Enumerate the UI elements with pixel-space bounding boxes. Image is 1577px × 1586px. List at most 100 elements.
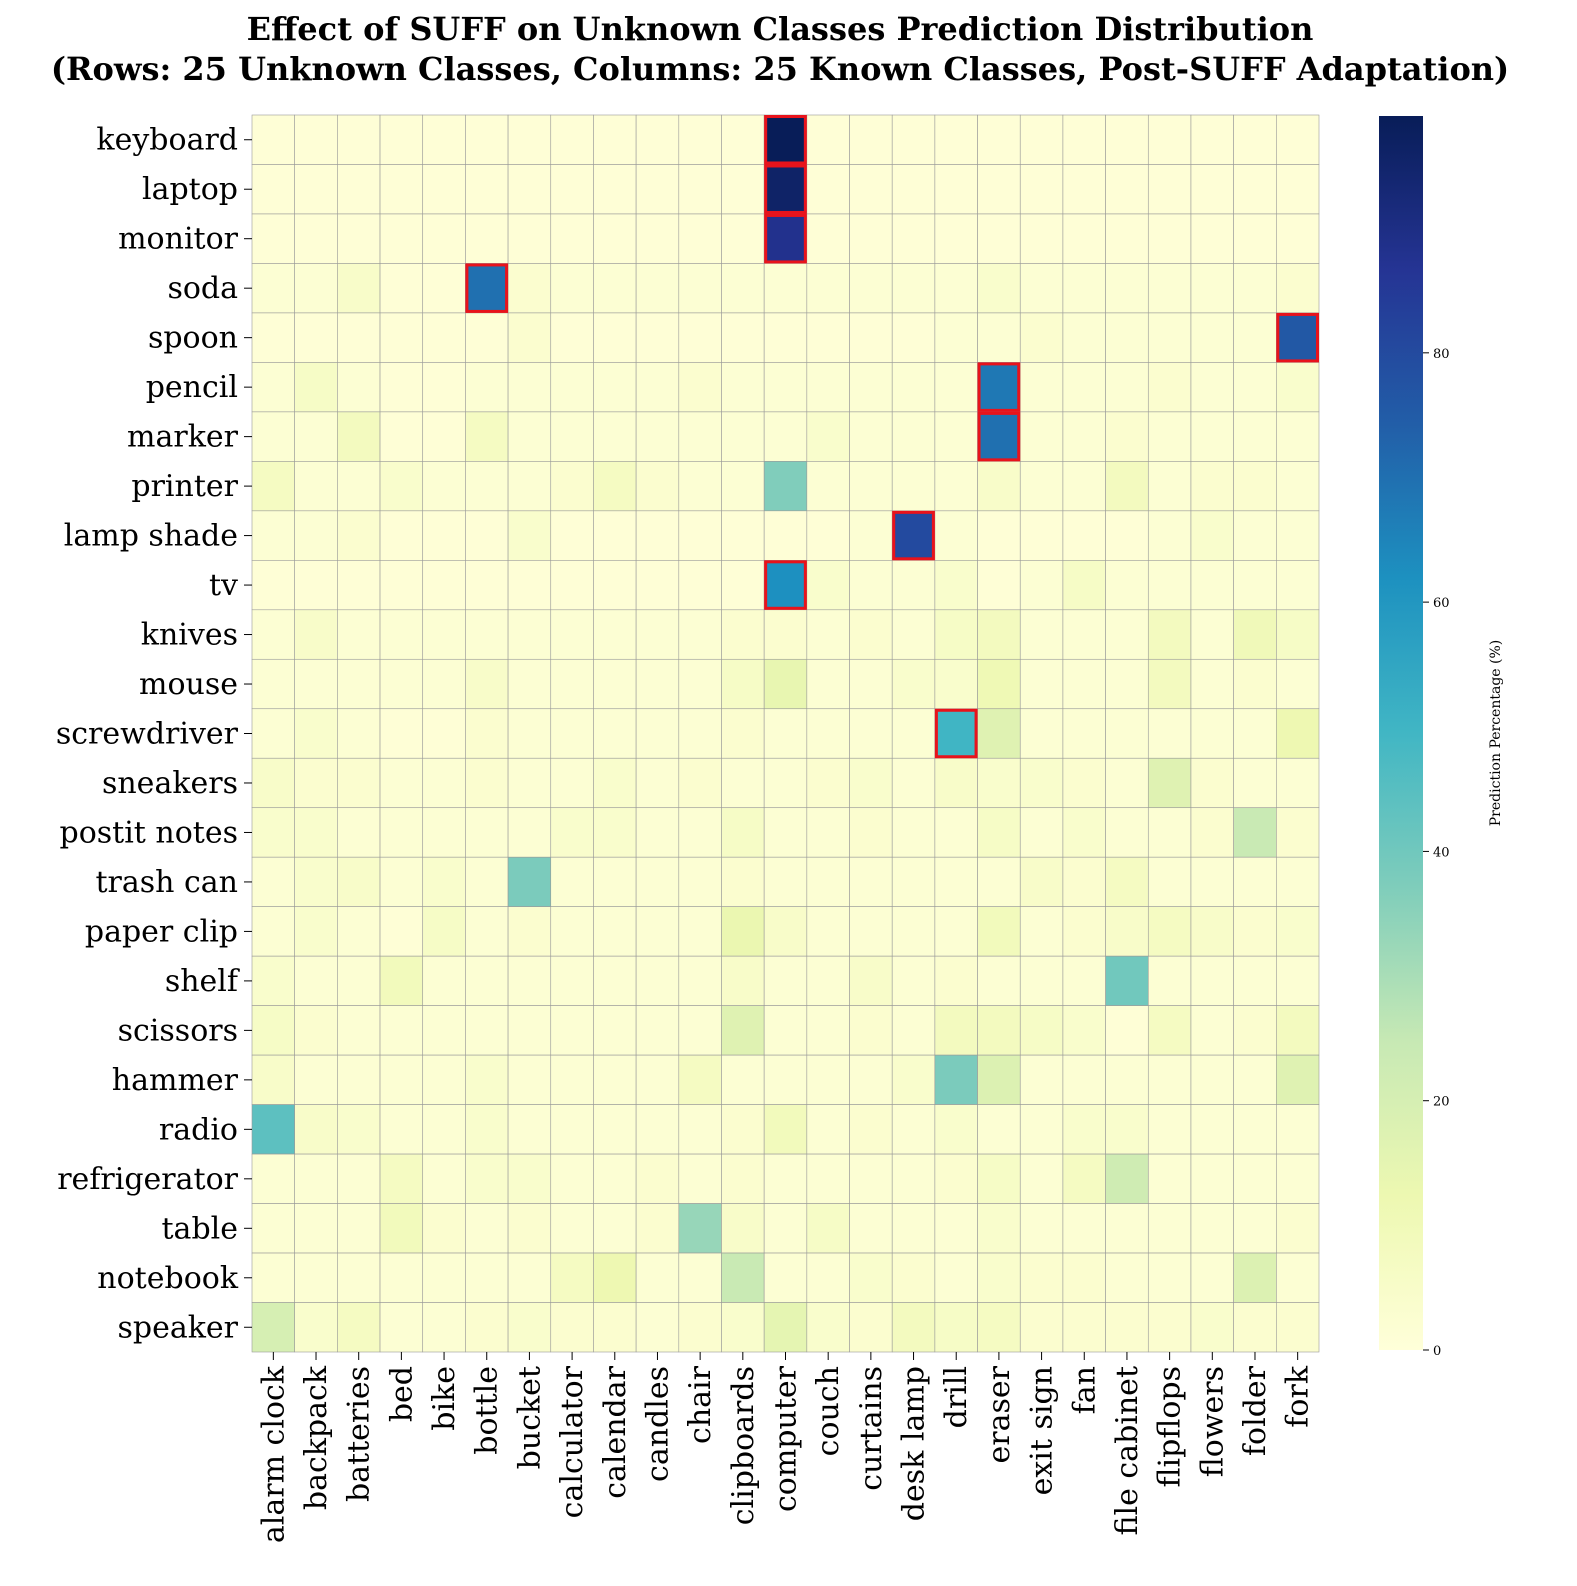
heatmap-cell — [934, 1252, 978, 1303]
heatmap-cell — [678, 1054, 722, 1105]
heatmap-cell — [1062, 164, 1106, 215]
heatmap-cell — [550, 510, 594, 561]
heatmap-cell — [763, 658, 808, 710]
heatmap-cell — [977, 757, 1021, 809]
heatmap-cell — [507, 510, 552, 561]
heatmap-cell — [1062, 658, 1106, 710]
row-label: knives — [141, 618, 238, 653]
column-label: calculator — [555, 1365, 590, 1518]
heatmap-cell — [934, 1153, 978, 1204]
heatmap-cell — [1147, 1054, 1192, 1105]
heatmap-cell — [422, 263, 466, 314]
heatmap-cell — [977, 461, 1021, 512]
heatmap-cell — [422, 906, 466, 957]
heatmap-cell — [593, 856, 637, 907]
heatmap-cell — [849, 312, 893, 363]
heatmap-cell — [721, 1104, 765, 1155]
heatmap-cell — [1019, 658, 1064, 710]
heatmap-cell — [934, 609, 978, 660]
heatmap-cell — [849, 1302, 893, 1353]
heatmap-cell — [251, 411, 295, 462]
chart-title: Effect of SUFF on Unknown Classes Predic… — [247, 10, 1314, 48]
heatmap-cell — [1019, 906, 1064, 957]
heatmap-cell — [763, 609, 808, 660]
heatmap-cell — [1190, 1054, 1234, 1105]
heatmap-cell — [1105, 658, 1149, 710]
heatmap-cell — [465, 560, 509, 611]
heatmap-cell — [1019, 1104, 1064, 1155]
heatmap-cell — [1190, 807, 1234, 858]
heatmap-cell — [1190, 362, 1234, 413]
heatmap-cell — [806, 807, 850, 858]
heatmap-cell — [977, 1054, 1021, 1105]
heatmap-cell — [977, 807, 1021, 858]
heatmap-cell — [635, 1203, 680, 1254]
highlight-box — [892, 510, 935, 561]
heatmap-cell — [507, 955, 552, 1006]
heatmap-cell — [977, 1153, 1021, 1204]
heatmap-cell — [593, 1252, 637, 1303]
heatmap-cell — [1233, 114, 1277, 165]
heatmap-cell — [379, 114, 424, 165]
highlight-box — [764, 560, 807, 610]
heatmap-cell — [977, 510, 1021, 561]
heatmap-cell — [1105, 411, 1149, 462]
heatmap-cell — [507, 213, 552, 264]
heatmap-cell — [593, 609, 637, 660]
highlight-box — [1276, 312, 1319, 363]
heatmap-cell — [721, 114, 765, 165]
heatmap-cell — [806, 906, 850, 957]
heatmap-cell — [1062, 807, 1106, 858]
heatmap-cell — [721, 1005, 765, 1056]
heatmap-cell — [635, 1153, 680, 1204]
heatmap-cell — [379, 658, 424, 710]
heatmap-cell — [1190, 164, 1234, 215]
heatmap-cell — [593, 708, 637, 759]
heatmap-cell — [465, 757, 509, 809]
heatmap-cell — [294, 807, 338, 858]
heatmap-cell — [422, 411, 466, 462]
heatmap-cell — [550, 560, 594, 611]
column-label: drill — [939, 1366, 974, 1428]
heatmap-cell — [1062, 1203, 1106, 1254]
heatmap-cell — [507, 114, 552, 165]
heatmap-cell — [1190, 213, 1234, 264]
heatmap-cell — [1190, 560, 1234, 611]
heatmap-cell — [849, 856, 893, 907]
heatmap-cell — [721, 560, 765, 611]
heatmap-cell — [294, 708, 338, 759]
heatmap-cell — [507, 856, 552, 907]
heatmap-cell — [891, 1104, 936, 1155]
heatmap-cell — [379, 1054, 424, 1105]
column-label: batteries — [342, 1366, 377, 1502]
heatmap-cell — [465, 1203, 509, 1254]
heatmap-cell — [593, 1104, 637, 1155]
column-label: chair — [683, 1365, 718, 1444]
heatmap-cell — [1147, 461, 1192, 512]
colorbar: 0 20 40 60 80 Prediction Percentage (%) — [1379, 116, 1504, 1359]
heatmap-cell — [294, 411, 338, 462]
heatmap-cell — [763, 1252, 808, 1303]
heatmap-cell — [721, 757, 765, 809]
heatmap-cell — [763, 757, 808, 809]
heatmap-cell — [721, 1203, 765, 1254]
heatmap-cell — [635, 1104, 680, 1155]
heatmap-cell — [465, 1104, 509, 1155]
heatmap-cell — [1147, 609, 1192, 660]
row-label: monitor — [118, 222, 239, 257]
heatmap-cell — [1276, 164, 1320, 215]
heatmap-cell — [422, 1054, 466, 1105]
heatmap-cell — [251, 560, 295, 611]
heatmap-cell — [1276, 114, 1320, 165]
heatmap-cell — [294, 1203, 338, 1254]
heatmap-cell — [1019, 1153, 1064, 1204]
heatmap-cell — [1062, 906, 1106, 957]
row-label: radio — [159, 1112, 238, 1147]
heatmap-cell — [977, 1203, 1021, 1254]
heatmap-cell — [977, 906, 1021, 957]
heatmap-cell — [1062, 263, 1106, 314]
heatmap-cell — [593, 312, 637, 363]
heatmap-cell — [1019, 312, 1064, 363]
heatmap-cell — [507, 658, 552, 710]
heatmap-cell — [635, 510, 680, 561]
